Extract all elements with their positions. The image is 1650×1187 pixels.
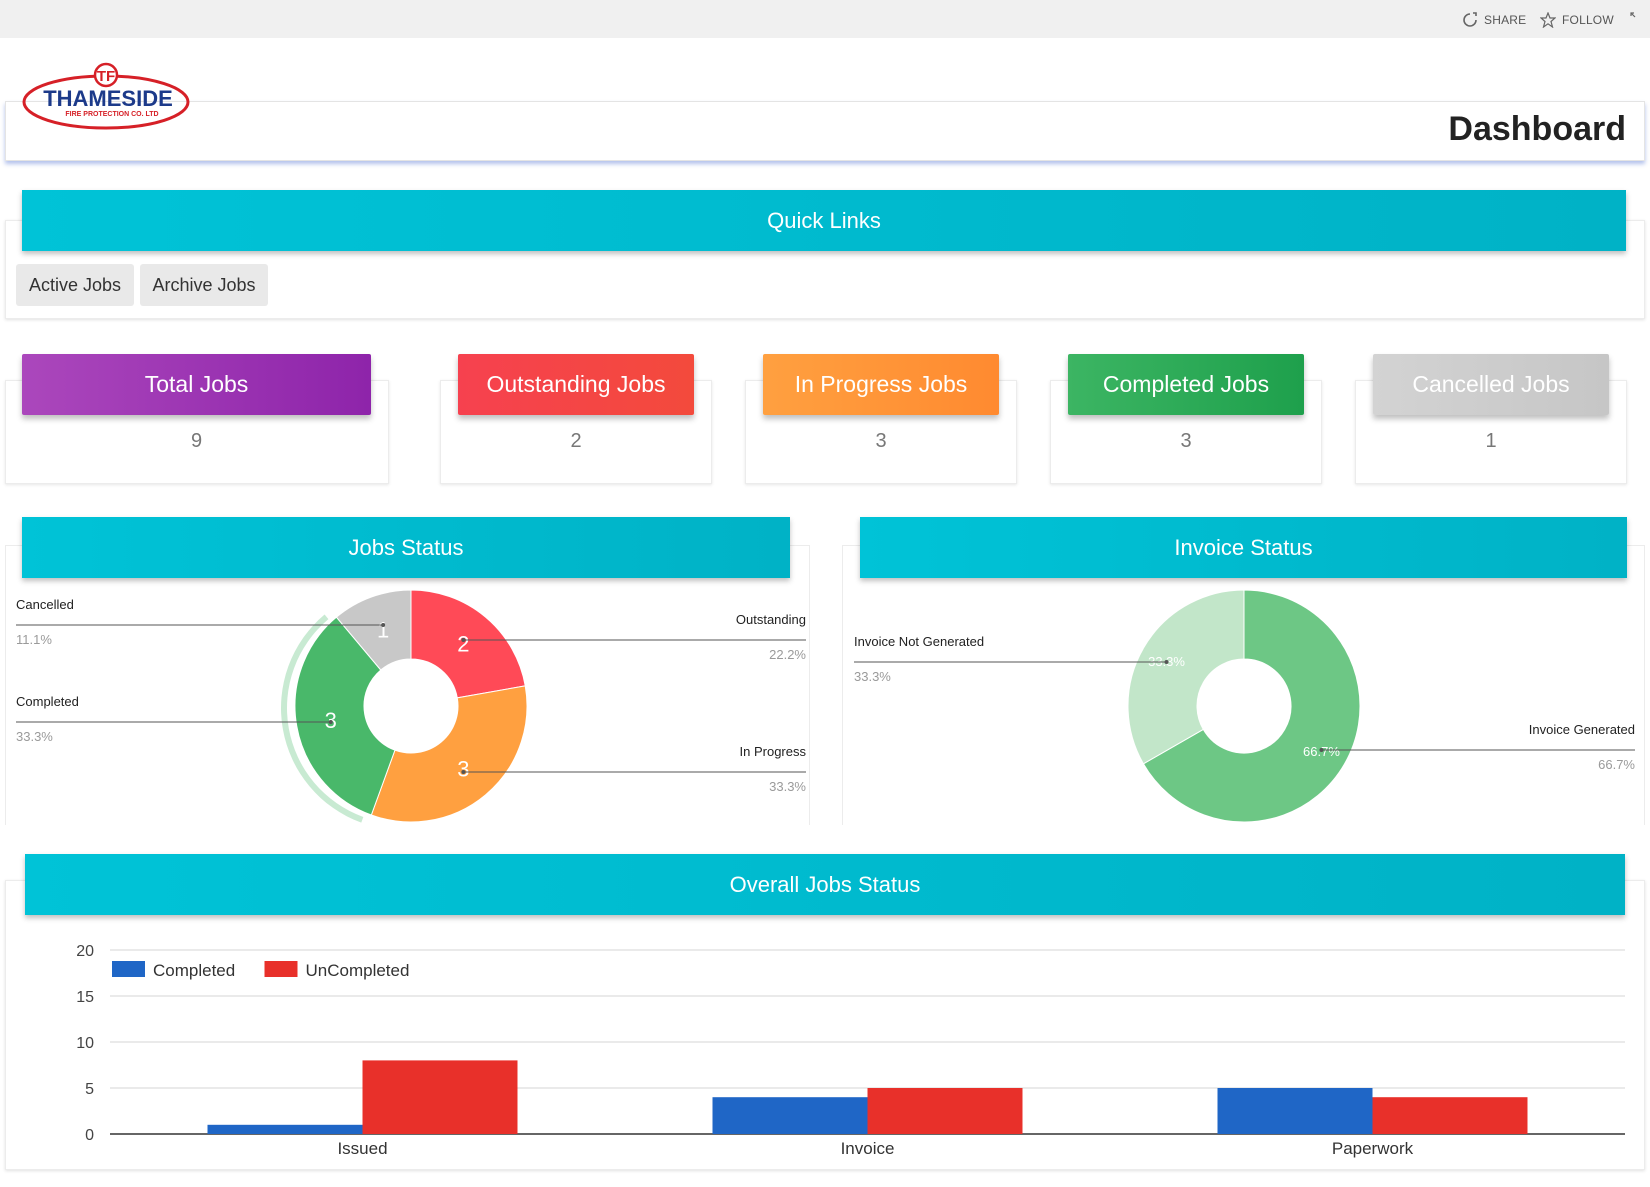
svg-text:TF: TF bbox=[97, 68, 115, 85]
cancelled-label: Cancelled bbox=[16, 597, 74, 612]
cancelled-slice-value: 1 bbox=[377, 617, 389, 642]
invoice-generated-leader-dot bbox=[1319, 748, 1324, 752]
invoice-generated-slice bbox=[1142, 589, 1361, 823]
follow-label: FOLLOW bbox=[1562, 13, 1614, 27]
share-button[interactable]: SHARE bbox=[1462, 12, 1526, 28]
invoice-status-chart: 66.7%Invoice Generated66.7%33.3%Invoice … bbox=[854, 589, 1635, 823]
completed-legend-label: Completed bbox=[153, 961, 235, 980]
invoice-not-generated-label: Invoice Not Generated bbox=[854, 634, 984, 649]
cancelled-percent: 11.1% bbox=[16, 632, 52, 647]
svg-text:THAMESIDE: THAMESIDE bbox=[43, 86, 173, 111]
outstanding-slice bbox=[410, 589, 526, 699]
share-label: SHARE bbox=[1484, 13, 1527, 27]
cancelled-slice bbox=[335, 589, 412, 671]
uncompleted-bar-invoice bbox=[867, 1088, 1023, 1134]
completed-bar-invoice bbox=[712, 1097, 868, 1134]
archive-jobs-button[interactable]: Archive Jobs bbox=[140, 264, 268, 306]
outstanding-slice-value: 2 bbox=[457, 632, 469, 657]
invoice-generated-percent: 66.7% bbox=[1598, 757, 1635, 772]
completed-label: Completed bbox=[16, 694, 79, 709]
y-tick-label-5: 5 bbox=[85, 1081, 94, 1098]
overall-status-header: Overall Jobs Status bbox=[25, 854, 1625, 915]
invoice-not-generated-leader-dot bbox=[1164, 660, 1169, 664]
completed-jobs-button[interactable]: Completed Jobs bbox=[1068, 354, 1304, 415]
in-progress-jobs-value: 3 bbox=[875, 430, 887, 452]
total-jobs-button[interactable]: Total Jobs bbox=[22, 354, 371, 415]
completed-bar-paperwork bbox=[1217, 1088, 1373, 1134]
y-tick-label-0: 0 bbox=[85, 1127, 94, 1144]
outstanding-jobs-button[interactable]: Outstanding Jobs bbox=[458, 354, 694, 415]
completed-bar-issued bbox=[207, 1124, 363, 1134]
completed-jobs-value: 3 bbox=[1180, 430, 1192, 452]
focus-mode-icon[interactable] bbox=[1630, 12, 1642, 24]
header-panel bbox=[5, 101, 1645, 161]
uncompleted-bar-paperwork bbox=[1372, 1097, 1528, 1134]
cancelled-leader-dot bbox=[381, 623, 386, 627]
completed-slice-highlight bbox=[280, 614, 364, 823]
in-progress-leader-dot bbox=[461, 770, 466, 774]
in-progress-percent: 33.3% bbox=[769, 779, 806, 794]
in-progress-slice bbox=[370, 685, 528, 823]
outstanding-jobs-value: 2 bbox=[570, 430, 582, 452]
outstanding-label: Outstanding bbox=[736, 612, 806, 627]
jobs-status-header: Jobs Status bbox=[22, 517, 790, 578]
in-progress-label: In Progress bbox=[740, 744, 807, 759]
company-logo: TF THAMESIDE FIRE PROTECTION CO. LTD bbox=[22, 62, 190, 130]
uncompleted-legend-swatch bbox=[264, 961, 298, 977]
total-jobs-value: 9 bbox=[190, 430, 203, 452]
completed-slice bbox=[294, 616, 396, 816]
completed-leader-dot bbox=[328, 720, 333, 724]
outstanding-percent: 22.2% bbox=[769, 647, 806, 662]
uncompleted-bar-issued bbox=[362, 1060, 518, 1134]
outstanding-leader-dot bbox=[461, 638, 466, 642]
active-jobs-button[interactable]: Active Jobs bbox=[16, 264, 134, 306]
completed-legend-swatch bbox=[112, 961, 145, 977]
invoice-not-generated-percent: 33.3% bbox=[854, 669, 891, 684]
overall-jobs-bar-chart: 0 5 10 15 20 Issued Invoice Paperwork Completed U… bbox=[76, 943, 1625, 1158]
y-tick-label-15: 15 bbox=[76, 989, 94, 1006]
invoice-generated-label: Invoice Generated bbox=[1529, 722, 1635, 737]
y-tick-label-20: 20 bbox=[76, 943, 94, 960]
suite-bar: SHARE FOLLOW bbox=[0, 0, 1650, 38]
cancelled-jobs-button[interactable]: Cancelled Jobs bbox=[1373, 354, 1609, 415]
star-icon bbox=[1540, 12, 1556, 28]
cancelled-jobs-value: 1 bbox=[1485, 430, 1497, 452]
share-icon bbox=[1463, 12, 1477, 27]
in-progress-slice-value: 3 bbox=[457, 756, 469, 781]
x-tick-label-issued: Issued bbox=[337, 1139, 387, 1158]
y-tick-label-10: 10 bbox=[76, 1035, 94, 1052]
follow-button[interactable]: FOLLOW bbox=[1540, 12, 1614, 28]
svg-text:FIRE PROTECTION CO. LTD: FIRE PROTECTION CO. LTD bbox=[65, 111, 158, 118]
invoice-status-header: Invoice Status bbox=[860, 517, 1627, 578]
quick-links-header: Quick Links bbox=[22, 190, 1626, 251]
in-progress-jobs-button[interactable]: In Progress Jobs bbox=[763, 354, 999, 415]
uncompleted-legend-label: UnCompleted bbox=[306, 961, 410, 980]
page-title: Dashboard bbox=[1448, 110, 1626, 148]
completed-percent: 33.3% bbox=[16, 729, 53, 744]
invoice-not-generated-slice bbox=[1127, 589, 1245, 765]
x-tick-label-paperwork: Paperwork bbox=[1332, 1139, 1414, 1158]
x-tick-label-invoice: Invoice bbox=[841, 1139, 895, 1158]
